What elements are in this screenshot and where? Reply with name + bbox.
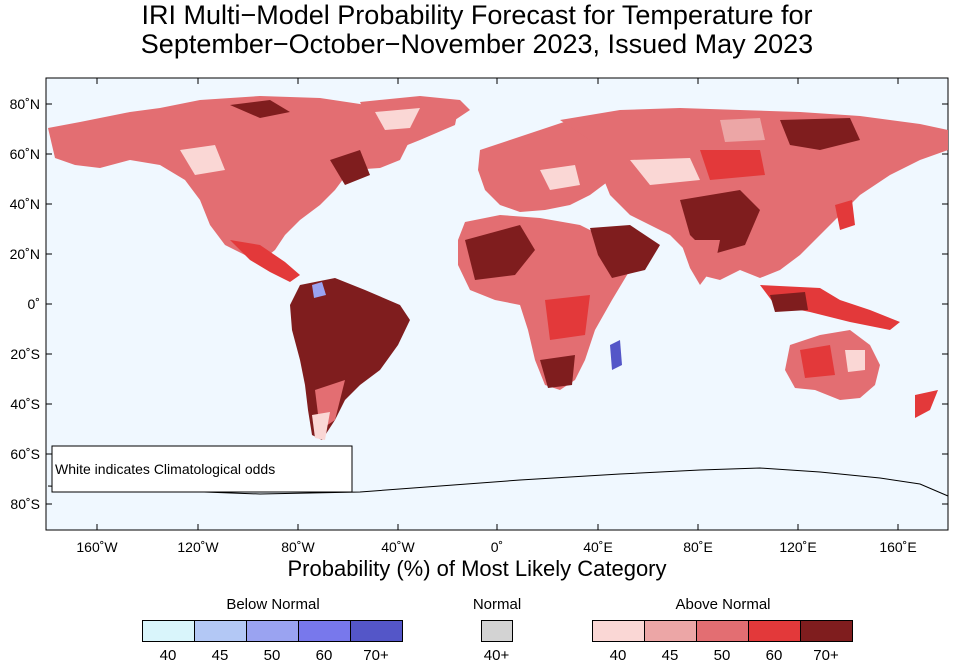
longitude-tick-label: 80˚W xyxy=(281,539,315,555)
legend-tick-label: 40+ xyxy=(483,647,510,664)
legend-swatch xyxy=(592,620,645,642)
legend-swatch xyxy=(748,620,801,642)
asia-landmass xyxy=(560,108,948,280)
longitude-tick-label: 160˚E xyxy=(879,539,916,555)
legend-swatch xyxy=(800,620,853,642)
legend-swatch xyxy=(350,620,403,642)
latitude-axis: 80˚N 60˚N 40˚N 20˚N 0˚ 20˚S 40˚S 60˚S 80˚S xyxy=(10,96,948,512)
legend-swatch xyxy=(194,620,247,642)
longitude-tick-label: 120˚E xyxy=(779,539,816,555)
latitude-tick-label: 80˚N xyxy=(10,96,40,112)
legend-tick-label: 45 xyxy=(211,647,229,664)
legend-tick-label: 45 xyxy=(661,647,679,664)
latitude-tick-label: 60˚S xyxy=(10,446,40,462)
north-america-landmass xyxy=(48,96,470,262)
legend-swatch xyxy=(246,620,299,642)
legend-tick-label: 40 xyxy=(159,647,177,664)
land-areas xyxy=(47,96,949,497)
latitude-tick-label: 80˚S xyxy=(10,496,40,512)
latitude-tick-label: 20˚S xyxy=(10,346,40,362)
longitude-tick-label: 80˚E xyxy=(683,539,713,555)
legend-tick-label: 60 xyxy=(765,647,783,664)
latitude-tick-label: 60˚N xyxy=(10,146,40,162)
legend-above-title: Above Normal xyxy=(675,596,771,613)
longitude-axis: 160˚W 120˚W 80˚W 40˚W 0˚ 40˚E 80˚E 120˚E 160˚E xyxy=(76,78,917,555)
map-title-line-1: IRI Multi−Model Probability Forecast for… xyxy=(141,0,813,30)
legend-normal-title: Normal xyxy=(472,596,522,613)
latitude-tick-label: 20˚N xyxy=(10,246,40,262)
longitude-tick-label: 40˚W xyxy=(381,539,415,555)
legend-tick-label: 70+ xyxy=(363,647,389,664)
legend-tick-label: 50 xyxy=(713,647,731,664)
annotation-box xyxy=(51,445,353,493)
longitude-tick-label: 0˚ xyxy=(491,539,503,555)
latitude-tick-label: 0˚ xyxy=(28,296,40,312)
legend-tick-label: 50 xyxy=(263,647,281,664)
legend-tick-label: 60 xyxy=(315,647,333,664)
legend-below-title: Below Normal xyxy=(226,596,320,613)
latitude-tick-label: 40˚S xyxy=(10,396,40,412)
antarctica-outline xyxy=(47,467,949,497)
longitude-tick-label: 160˚W xyxy=(76,539,118,555)
x-axis-label: Probability (%) of Most Likely Category xyxy=(287,556,667,581)
legend-tick-label: 40 xyxy=(609,647,627,664)
europe-landmass xyxy=(478,120,625,212)
map-title-line-2: September−October−November 2023, Issued … xyxy=(140,29,814,59)
legend-tick-label: 70+ xyxy=(813,647,839,664)
legend-swatch xyxy=(644,620,697,642)
legend-swatch xyxy=(142,620,195,642)
longitude-tick-label: 120˚W xyxy=(177,539,219,555)
legend-swatch xyxy=(696,620,749,642)
legend-swatch xyxy=(481,620,513,642)
annotation-text: White indicates Climatological odds xyxy=(55,461,275,477)
longitude-tick-label: 40˚E xyxy=(583,539,613,555)
latitude-tick-label: 40˚N xyxy=(10,196,40,212)
legend-swatch xyxy=(298,620,351,642)
